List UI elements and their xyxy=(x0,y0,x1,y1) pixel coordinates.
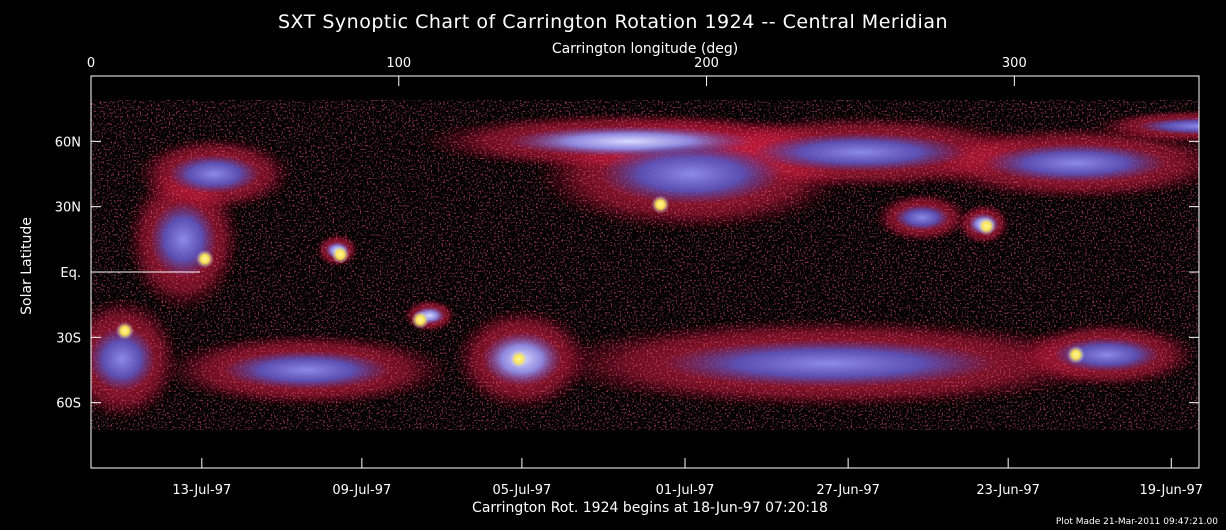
coronal-region-11 xyxy=(1052,337,1161,373)
bottom-tick-label-4: 27-Jun-97 xyxy=(816,483,880,498)
coronal-region-3 xyxy=(983,143,1169,183)
left-tick-label-4: 60S xyxy=(56,397,81,412)
bright-point-layer xyxy=(115,195,1085,369)
bright-point-5 xyxy=(411,310,430,329)
coronal-region-10 xyxy=(660,339,999,388)
bright-point-6 xyxy=(651,195,670,214)
bottom-tick-label-3: 01-Jul-97 xyxy=(656,483,715,498)
bottom-axis-label: Carrington Rot. 1924 begins at 18-Jun-97… xyxy=(472,500,828,516)
coronal-region-13 xyxy=(221,350,392,390)
bottom-tick-label-6: 19-Jun-97 xyxy=(1140,483,1204,498)
coronal-region-12 xyxy=(91,326,156,392)
bottom-tick-label-1: 09-Jul-97 xyxy=(332,483,391,498)
y-axis-label: Solar Latitude xyxy=(19,217,35,315)
bright-point-0 xyxy=(331,245,350,264)
bright-point-4 xyxy=(115,321,134,340)
bright-point-1 xyxy=(977,217,996,236)
top-axis-label: Carrington longitude (deg) xyxy=(552,41,738,57)
left-tick-label-3: 30S xyxy=(56,331,81,346)
left-tick-label-1: 30N xyxy=(55,201,81,216)
coronal-region-2 xyxy=(752,132,969,172)
top-tick-label-3: 300 xyxy=(1002,56,1027,71)
bright-point-2 xyxy=(509,350,528,369)
plot-area xyxy=(91,76,1199,468)
bottom-tick-label-5: 23-Jun-97 xyxy=(976,483,1040,498)
chart-title: SXT Synoptic Chart of Carrington Rotatio… xyxy=(278,11,948,33)
coronal-region-1 xyxy=(598,143,784,205)
coronal-region-8 xyxy=(894,204,950,231)
left-tick-label-0: 60N xyxy=(55,135,81,150)
top-tick-label-2: 200 xyxy=(694,56,719,71)
bottom-tick-label-2: 05-Jul-97 xyxy=(492,483,551,498)
top-tick-label-0: 0 xyxy=(87,56,95,71)
top-tick-label-1: 100 xyxy=(386,56,411,71)
axis-ticks: 0 100 200 300 60N 30N Eq. 30S 60S 13-Jul-97 09-Jul… xyxy=(55,56,1203,498)
bottom-tick-label-0: 13-Jul-97 xyxy=(172,483,231,498)
left-tick-label-2: Eq. xyxy=(60,266,81,281)
coronal-region-5 xyxy=(167,154,261,194)
bright-point-3 xyxy=(1066,345,1085,364)
coronal-region-15 xyxy=(1137,117,1199,135)
plot-made-footer: Plot Made 21-Mar-2011 09:47:21.00 xyxy=(1056,517,1218,527)
bright-point-7 xyxy=(195,249,214,268)
